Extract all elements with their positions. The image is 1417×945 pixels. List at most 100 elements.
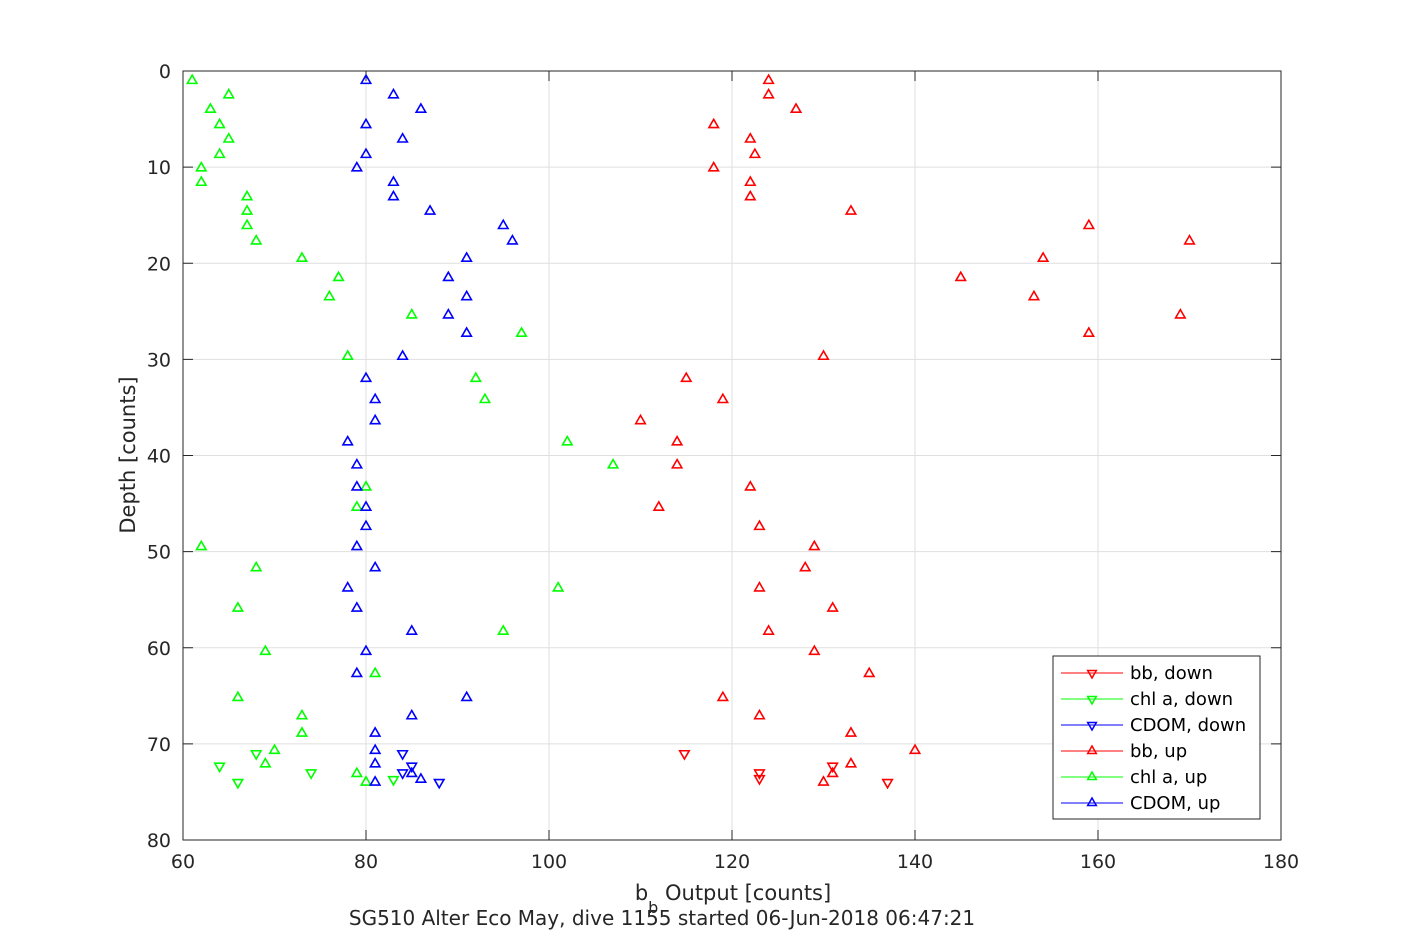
legend-marker	[1086, 669, 1098, 680]
data-point-cdom-up	[341, 581, 354, 592]
data-point-cdom-up	[405, 766, 418, 778]
data-point-chl-a-up	[240, 204, 254, 215]
data-point-bb-up	[707, 117, 720, 129]
legend-marker	[1086, 796, 1098, 807]
data-point-cdom-up	[350, 458, 363, 469]
data-point-bb-up	[1082, 218, 1095, 230]
legend-label: CDOM, down	[1130, 715, 1246, 736]
y-tick-label: 40	[147, 446, 171, 468]
data-point-bb-down	[753, 774, 766, 786]
data-point-bb-up	[716, 392, 729, 404]
data-point-cdom-up	[506, 234, 519, 245]
data-point-chl-a-up	[250, 234, 263, 245]
data-point-bb-down	[826, 762, 839, 774]
data-point-chl-a-up	[213, 117, 226, 129]
y-tick-label: 10	[147, 157, 171, 179]
data-point-bb-up	[652, 500, 665, 511]
data-point-bb-up	[762, 624, 775, 635]
footer-caption: SG510 Alter Eco May, dive 1155 started 0…	[349, 906, 975, 930]
data-point-cdom-up	[405, 624, 418, 635]
data-point-chl-a-up	[195, 160, 208, 172]
x-axis-label-rest: Output [counts]	[658, 881, 831, 905]
x-tick-label: 80	[354, 851, 378, 873]
data-point-chl-a-up	[332, 270, 345, 282]
data-point-chl-a-up	[186, 73, 199, 85]
data-point-chl-a-up	[369, 666, 382, 678]
data-point-cdom-up	[460, 690, 473, 702]
data-point-cdom-up	[460, 251, 473, 262]
legend-label: bb, down	[1130, 663, 1213, 684]
legend-label: chl a, down	[1130, 689, 1233, 710]
data-point-chl-a-up	[259, 756, 272, 768]
x-axis-label: bb Output [counts]	[635, 881, 831, 917]
data-point-bb-up	[753, 519, 766, 531]
legend-label: bb, up	[1130, 741, 1187, 762]
y-tick-label: 70	[147, 734, 171, 756]
data-point-chl-a-up	[240, 189, 254, 201]
data-point-cdom-up	[423, 204, 437, 215]
data-point-bb-up	[1027, 289, 1041, 301]
x-axis-label-main: b	[635, 881, 648, 905]
data-point-chl-a-up	[295, 251, 309, 262]
legend-marker	[1086, 721, 1098, 732]
data-point-chl-a-down	[304, 769, 318, 780]
data-point-chl-a-up	[561, 434, 574, 446]
data-point-bb-down	[678, 749, 691, 761]
data-point-bb-down	[753, 769, 766, 780]
data-point-cdom-up	[442, 308, 455, 319]
y-tick-label: 50	[147, 542, 171, 564]
data-point-cdom-up	[359, 644, 373, 656]
data-point-bb-up	[954, 270, 967, 282]
data-point-bb-up	[844, 756, 858, 768]
data-point-bb-up	[753, 708, 766, 720]
data-point-bb-up	[863, 666, 876, 678]
data-point-chl-a-up	[359, 775, 373, 786]
data-point-chl-a-up	[195, 539, 208, 551]
data-point-chl-a-down	[387, 775, 400, 787]
data-point-cdom-down	[396, 749, 409, 761]
data-point-cdom-up	[405, 708, 418, 720]
data-point-cdom-up	[359, 147, 373, 159]
data-point-cdom-up	[350, 666, 363, 678]
plot-frame	[182, 70, 1282, 841]
data-point-chl-a-up	[231, 690, 245, 702]
legend: bb, down chl a, down CDOM, down bb, up chl a…	[1052, 655, 1261, 820]
data-point-bb-up	[753, 581, 766, 592]
x-tick-label: 120	[714, 851, 750, 873]
x-axis-label-sub: b	[648, 898, 658, 917]
data-point-chl-a-up	[405, 308, 418, 319]
data-point-chl-a-down	[213, 762, 226, 774]
data-point-bb-down	[881, 778, 894, 790]
data-point-chl-a-down	[231, 778, 245, 790]
data-point-chl-a-up	[359, 480, 373, 491]
data-point-bb-up	[826, 766, 839, 778]
data-point-cdom-up	[387, 175, 400, 187]
x-tick-label: 100	[531, 851, 567, 873]
data-point-chl-a-up	[213, 147, 226, 159]
data-point-chl-a-up	[295, 708, 309, 720]
data-point-cdom-up	[359, 117, 373, 129]
data-point-chl-a-down	[250, 749, 263, 761]
data-point-chl-a-up	[469, 371, 482, 383]
data-point-cdom-up	[369, 726, 382, 737]
data-point-cdom-down	[405, 762, 418, 774]
x-tick-label: 160	[1080, 851, 1116, 873]
data-point-cdom-up	[359, 519, 373, 531]
data-point-chl-a-up	[204, 102, 217, 113]
data-point-bb-up	[670, 434, 684, 446]
data-point-bb-up	[789, 102, 803, 113]
data-point-bb-up	[680, 371, 693, 383]
data-point-bb-up	[744, 132, 757, 143]
data-point-bb-up	[1183, 234, 1196, 245]
data-point-bb-up	[844, 204, 858, 215]
data-point-bb-up	[817, 349, 830, 361]
legend-marker	[1086, 770, 1098, 781]
data-point-bb-up	[762, 73, 775, 85]
legend-label: CDOM, up	[1130, 793, 1220, 814]
data-point-chl-a-up	[195, 175, 208, 187]
data-point-chl-a-up	[250, 560, 263, 572]
data-point-bb-up	[808, 539, 821, 551]
data-point-cdom-up	[396, 132, 409, 143]
